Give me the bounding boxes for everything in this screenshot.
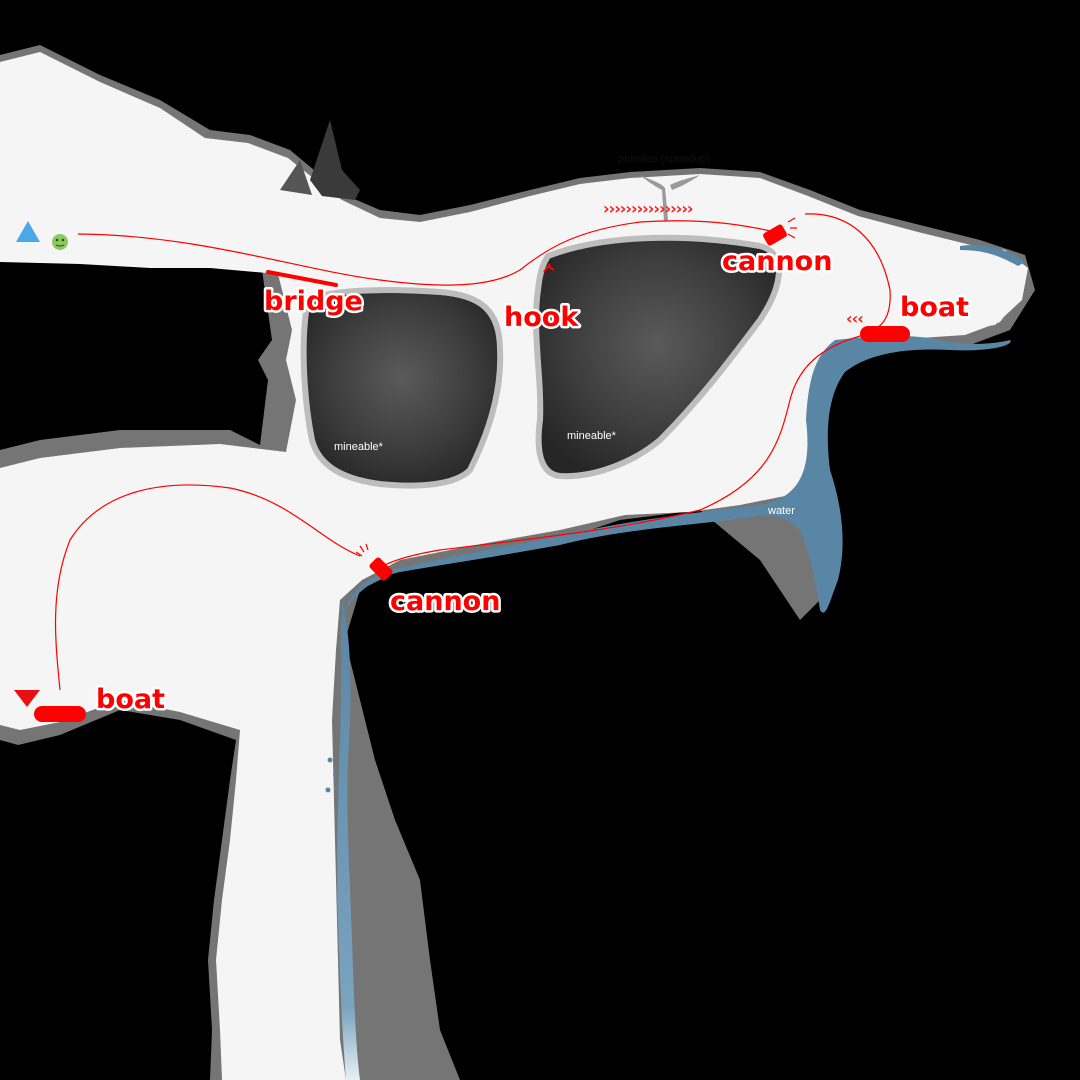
cannon-bottom-label: cannon	[390, 586, 500, 617]
mineable-left-label: mineable*	[334, 441, 384, 453]
water-stream	[337, 600, 360, 1080]
end-triangle-icon	[14, 690, 40, 707]
stalactite	[280, 160, 312, 195]
boat-left-icon	[34, 706, 86, 722]
rock-pockets	[280, 120, 782, 489]
cannon-top-label: cannon	[722, 246, 832, 277]
mineable-rock-left	[300, 287, 504, 489]
boat-right-label: boat	[900, 292, 969, 323]
bridge-segment	[266, 270, 338, 287]
boat-left-label: boat	[96, 684, 165, 715]
water-cap-right	[960, 244, 1025, 266]
player-blob-icon	[52, 234, 68, 250]
petroleo-drip	[640, 175, 700, 222]
water-drop	[333, 773, 337, 777]
boat-direction-arrows: ‹‹‹	[846, 309, 863, 328]
speedup-arrows: ››››››››››››››››	[603, 199, 693, 218]
mineable-rock-right	[533, 234, 782, 480]
mineable-right-label: mineable*	[567, 430, 617, 442]
boat-right-icon	[860, 326, 910, 342]
hook-label: hook	[504, 302, 579, 333]
start-triangle-icon	[16, 221, 40, 242]
petroleo-label: petroleo (speedup)	[618, 153, 710, 165]
water-area	[325, 244, 1025, 1080]
bridge-label: bridge	[264, 286, 363, 317]
water-drop	[334, 786, 338, 790]
hook-icon	[543, 263, 555, 273]
water-label: water	[767, 505, 795, 517]
stalactite	[310, 120, 360, 200]
cannon-bottom-icon	[355, 543, 393, 581]
cannon-top-icon	[763, 217, 797, 246]
cave-passages	[0, 52, 1028, 1080]
water-drop	[325, 787, 331, 793]
route-path	[54, 213, 891, 691]
water-drop	[327, 757, 333, 763]
